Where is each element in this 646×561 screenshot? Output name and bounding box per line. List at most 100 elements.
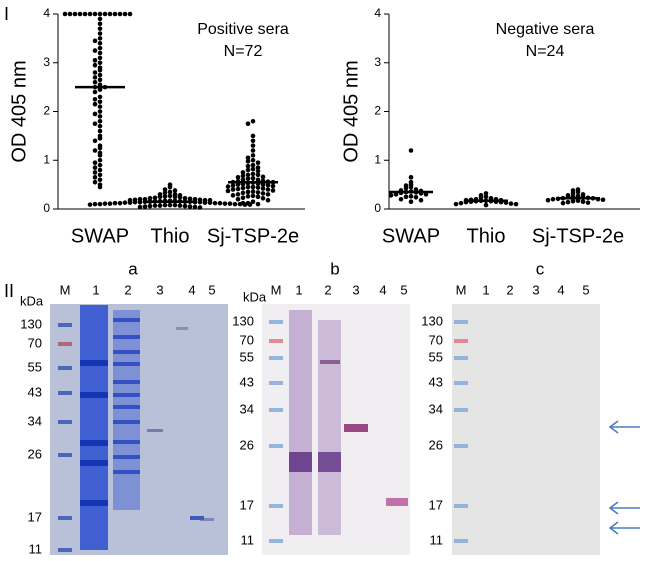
- data-point: [580, 199, 586, 204]
- ladder-band: [58, 323, 72, 327]
- gel-band: [344, 424, 368, 432]
- data-point: [127, 11, 133, 17]
- y-tick-label: 4: [374, 6, 381, 20]
- marker-label: 11: [29, 541, 43, 556]
- data-point: [97, 153, 103, 158]
- data-point: [77, 11, 83, 17]
- gel-band: [147, 429, 163, 432]
- ladder-band: [58, 420, 72, 424]
- data-point: [92, 58, 98, 63]
- data-point: [97, 40, 103, 46]
- data-point: [250, 175, 256, 181]
- ladder-band: [269, 356, 283, 360]
- gel-band: [80, 360, 108, 366]
- data-point: [147, 195, 153, 201]
- data-point: [97, 77, 103, 83]
- data-point: [250, 118, 256, 124]
- data-point: [97, 114, 103, 119]
- data-point: [408, 194, 414, 199]
- marker-label: 26: [429, 437, 443, 452]
- data-point: [97, 16, 103, 22]
- gel-band: [113, 420, 140, 424]
- data-point: [250, 157, 256, 163]
- data-point: [182, 195, 188, 201]
- data-point: [260, 186, 266, 191]
- marker-label: 70: [429, 332, 443, 347]
- data-point: [97, 31, 103, 36]
- data-point: [250, 189, 256, 194]
- data-point: [250, 143, 256, 148]
- x-tick-label: SWAP: [71, 225, 129, 247]
- chart-subtitle: N=24: [526, 43, 565, 60]
- data-point: [172, 188, 178, 193]
- data-point: [122, 11, 128, 17]
- lane-label: 4: [188, 282, 195, 297]
- data-point: [265, 192, 271, 197]
- data-point: [97, 50, 103, 56]
- data-point: [152, 203, 158, 208]
- lane-label: 2: [124, 282, 131, 297]
- gel-band: [113, 380, 140, 384]
- y-tick-label: 2: [43, 104, 50, 118]
- data-point: [260, 195, 266, 201]
- ladder-band: [269, 408, 283, 412]
- data-point: [162, 187, 168, 192]
- data-point: [97, 162, 103, 168]
- data-point: [97, 118, 103, 124]
- y-tick-label: 4: [43, 6, 50, 20]
- data-point: [92, 48, 98, 53]
- lane-label: 3: [156, 282, 163, 297]
- ladder-band: [454, 408, 468, 412]
- lane-label: 5: [208, 282, 215, 297]
- data-point: [250, 199, 256, 204]
- data-point: [250, 153, 256, 158]
- data-point: [245, 172, 251, 178]
- y-tick-label: 3: [43, 55, 50, 69]
- gel-band: [320, 360, 340, 364]
- marker-label: 26: [28, 446, 42, 461]
- lane-label: M: [456, 282, 467, 297]
- marker-label: 17: [28, 509, 42, 524]
- marker-label: 70: [240, 332, 254, 347]
- data-point: [187, 204, 193, 209]
- data-point: [167, 189, 173, 195]
- data-point: [132, 199, 138, 205]
- lane-label: 1: [482, 282, 489, 297]
- ladder-band: [269, 504, 283, 508]
- data-point: [245, 155, 251, 161]
- data-point: [408, 199, 414, 204]
- data-point: [235, 186, 241, 192]
- data-point: [97, 21, 103, 27]
- data-point: [513, 201, 519, 207]
- ladder-band: [58, 391, 72, 395]
- data-point: [240, 195, 246, 201]
- data-point: [265, 197, 271, 203]
- gel-band: [113, 335, 140, 339]
- x-tick-label: Sj-TSP-2e: [207, 225, 299, 247]
- data-point: [240, 173, 246, 179]
- y-tick-label: 0: [43, 201, 50, 215]
- data-point: [250, 193, 256, 199]
- marker-label: 34: [240, 401, 254, 416]
- x-tick-label: Sj-TSP-2e: [532, 225, 624, 247]
- marker-label: 70: [28, 335, 42, 350]
- data-point: [575, 189, 581, 195]
- data-point: [92, 201, 98, 207]
- data-point: [212, 200, 218, 206]
- data-point: [600, 197, 606, 203]
- data-point: [240, 190, 246, 196]
- marker-label: 130: [232, 313, 254, 328]
- data-point: [260, 191, 266, 196]
- data-point: [197, 205, 203, 210]
- data-point: [418, 197, 424, 203]
- data-point: [408, 175, 414, 180]
- data-point: [560, 200, 566, 206]
- marker-label: 130: [20, 316, 42, 331]
- data-point: [92, 75, 98, 80]
- data-point: [92, 179, 98, 185]
- marker-label: 11: [430, 532, 444, 547]
- data-point: [92, 89, 98, 95]
- data-point: [92, 11, 98, 17]
- data-point: [97, 136, 103, 141]
- data-point: [172, 202, 178, 208]
